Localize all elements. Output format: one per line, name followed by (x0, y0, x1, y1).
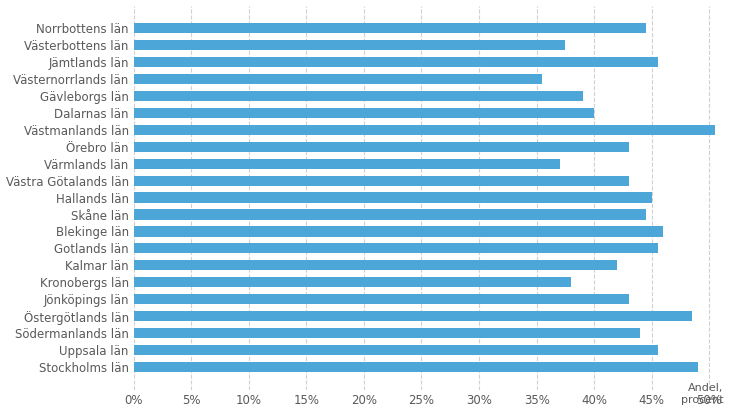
Bar (134, 74, 542, 84)
Bar (134, 40, 565, 50)
Bar (134, 277, 571, 287)
Bar (134, 57, 658, 67)
Bar (134, 142, 629, 152)
Bar (134, 345, 658, 355)
Bar (134, 176, 629, 186)
Bar (134, 209, 646, 220)
Bar (134, 362, 698, 372)
Bar (134, 192, 652, 203)
Bar (134, 159, 559, 169)
Bar (134, 294, 629, 304)
Bar (134, 108, 594, 118)
Bar (134, 311, 692, 321)
Bar (134, 260, 617, 271)
Bar (134, 125, 715, 135)
Bar (134, 226, 663, 237)
Bar (134, 328, 641, 338)
Bar (134, 91, 583, 101)
Text: Andel,
procent: Andel, procent (680, 383, 723, 405)
Bar (134, 23, 646, 33)
Bar (134, 243, 658, 254)
